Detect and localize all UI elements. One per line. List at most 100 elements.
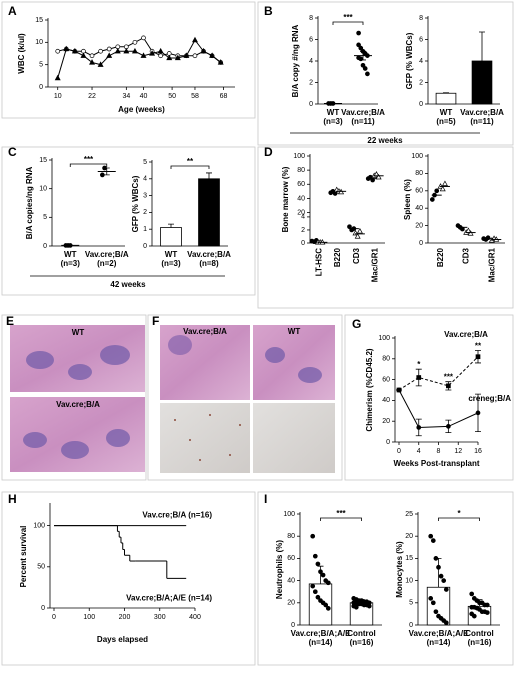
data-point — [183, 52, 190, 58]
data-point — [439, 185, 446, 192]
data-point — [200, 47, 207, 54]
tissue-region — [100, 345, 130, 365]
tissue-region — [26, 351, 54, 369]
y-tick-label: 100 — [293, 153, 305, 160]
y-tick-label: 2 — [143, 209, 147, 216]
data-point — [320, 572, 326, 578]
data-point — [365, 71, 370, 77]
image-caption: Vav.cre;B/A — [56, 400, 100, 409]
x-tick-label: Vav.cre;B/A — [187, 250, 231, 259]
y-tick-label: 0 — [301, 240, 305, 247]
category-note: (n=11) — [351, 117, 375, 126]
bar — [435, 92, 457, 105]
series-label: Vav.cre;B/A — [444, 330, 488, 339]
x-tick-label: Vav.cre;B/A;A/E — [409, 629, 470, 638]
y-axis-label: WBC (k/ul) — [17, 33, 26, 74]
category-note: (n=11) — [470, 117, 494, 126]
x-tick-label: 68 — [220, 93, 228, 100]
y-tick-label: 20 — [415, 222, 423, 229]
y-tick-label: 0 — [409, 622, 413, 629]
panel-frame — [257, 1, 514, 146]
category-note: (n=3) — [61, 259, 81, 268]
tissue-region — [298, 367, 322, 383]
y-tick-label: 4 — [143, 176, 147, 183]
x-axis-label: Weeks Post-transplant — [393, 459, 479, 468]
data-point — [430, 538, 436, 543]
y-tick-label: 80 — [382, 356, 390, 363]
data-point — [325, 580, 331, 586]
x-tick-label: 40 — [140, 93, 148, 100]
y-tick-label: 25 — [405, 511, 413, 518]
panel-frame — [1, 314, 147, 481]
data-point — [157, 47, 164, 54]
data-point — [485, 235, 491, 241]
x-tick-label: Vav.cre;B/A;A/E — [291, 629, 352, 638]
significance-label: *** — [343, 13, 353, 22]
x-tick-label: Vav.cre;B/A — [460, 108, 504, 117]
data-point — [471, 613, 477, 619]
data-point — [71, 47, 78, 54]
y-axis-label: Percent survival — [19, 526, 28, 588]
significance-bracket — [438, 517, 480, 521]
tissue-region — [265, 347, 285, 363]
data-point — [354, 233, 361, 239]
data-point — [89, 59, 96, 65]
y-tick-label: 4 — [419, 58, 423, 65]
y-tick-label: 80 — [297, 167, 305, 174]
data-point — [63, 45, 70, 52]
data-point — [366, 603, 372, 609]
y-tick-label: 15 — [405, 555, 413, 562]
data-point — [310, 533, 316, 539]
y-axis-label: Spleen (%) — [403, 179, 412, 220]
x-tick-label: 8 — [437, 448, 441, 455]
y-tick-label: 100 — [411, 153, 423, 160]
panel-label: I — [264, 492, 267, 506]
y-tick-label: 0 — [386, 439, 390, 446]
y-tick-label: 0 — [39, 84, 43, 91]
x-tick-label: LT-HSC — [314, 248, 323, 277]
data-point — [358, 45, 364, 51]
significance-bracket — [332, 21, 364, 25]
y-tick-label: 2 — [419, 79, 423, 86]
data-point — [114, 47, 121, 54]
tissue-region — [168, 335, 192, 355]
group-label: 22 weeks — [367, 136, 403, 145]
category-note: (n=3) — [323, 117, 343, 126]
data-point — [89, 53, 95, 59]
series-line — [398, 356, 479, 391]
panel-frame — [1, 1, 256, 119]
y-axis-label: GFP (% WBCs) — [131, 175, 140, 232]
bar — [426, 586, 451, 626]
y-tick-label: 20 — [287, 600, 295, 607]
significance-label: ** — [187, 157, 194, 166]
x-tick-label: B220 — [333, 247, 342, 267]
x-axis-label: Days elapsed — [97, 635, 148, 644]
y-tick-label: 60 — [382, 376, 390, 383]
y-tick-label: 6 — [309, 36, 313, 43]
x-tick-label: 10 — [54, 93, 62, 100]
data-point — [192, 53, 198, 59]
bar — [471, 60, 493, 105]
data-point — [106, 52, 113, 58]
data-point — [356, 42, 361, 48]
data-point — [428, 533, 434, 539]
bar — [308, 583, 333, 626]
data-point — [55, 48, 61, 54]
y-tick-label: 0 — [41, 605, 45, 612]
panel-label: A — [8, 4, 17, 18]
data-point — [353, 604, 359, 610]
x-tick-label: 50 — [168, 93, 176, 100]
data-point — [312, 553, 318, 559]
data-point — [375, 173, 382, 180]
data-point — [149, 50, 156, 56]
panel-label: G — [352, 317, 361, 331]
data-point — [318, 569, 323, 575]
y-tick-label: 100 — [378, 335, 390, 342]
ihc-image — [253, 403, 335, 473]
y-tick-label: 4 — [309, 58, 313, 65]
category-note: (n=5) — [436, 117, 456, 126]
category-note: (n=16) — [468, 638, 492, 647]
image-caption: Vav.cre;B/A — [183, 327, 227, 336]
data-point — [362, 66, 368, 71]
